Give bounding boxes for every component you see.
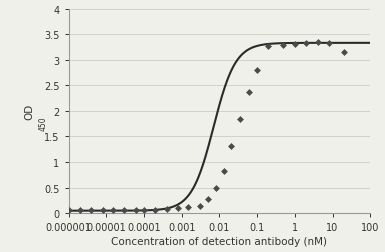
Point	[265, 45, 271, 49]
Point	[280, 44, 286, 48]
X-axis label: Concentration of detection antibody (nM): Concentration of detection antibody (nM)	[111, 237, 327, 246]
Point	[254, 69, 260, 73]
Point	[213, 186, 219, 190]
Point	[341, 51, 347, 55]
Point	[326, 42, 332, 46]
Point	[197, 204, 203, 208]
Point	[100, 208, 106, 212]
Point	[77, 208, 83, 212]
Point	[237, 117, 243, 121]
Point	[292, 43, 298, 47]
Text: 450: 450	[38, 116, 47, 131]
Point	[132, 208, 139, 212]
Point	[228, 144, 234, 148]
Point	[175, 206, 181, 210]
Point	[303, 42, 309, 46]
Point	[121, 208, 127, 212]
Point	[152, 208, 159, 212]
Text: OD: OD	[24, 103, 34, 119]
Point	[110, 208, 116, 212]
Point	[315, 41, 321, 45]
Point	[88, 208, 94, 212]
Point	[221, 170, 227, 174]
Point	[164, 207, 170, 211]
Point	[65, 208, 72, 212]
Point	[141, 208, 147, 212]
Point	[246, 90, 252, 94]
Point	[205, 197, 211, 201]
Point	[185, 205, 191, 209]
